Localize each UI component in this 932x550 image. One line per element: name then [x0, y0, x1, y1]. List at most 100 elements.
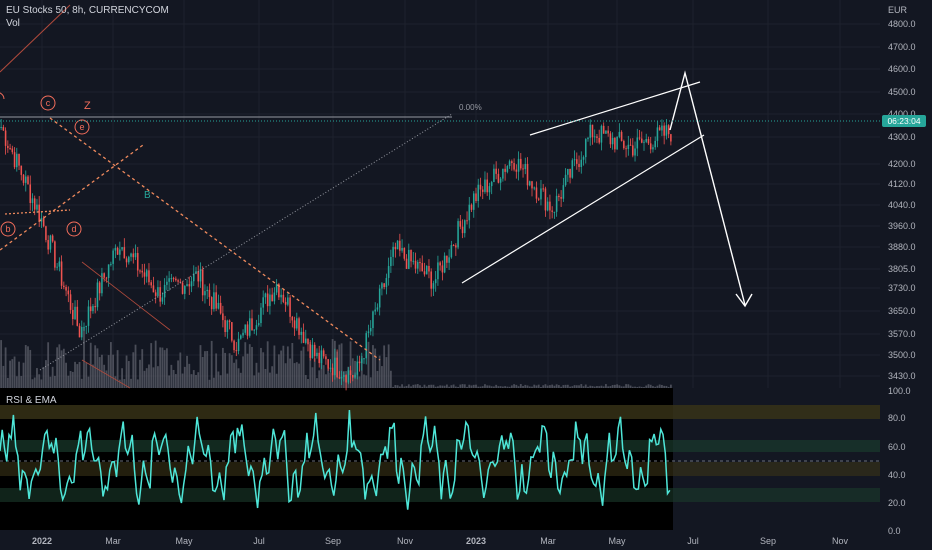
candle-body — [132, 253, 135, 258]
candle-body — [114, 247, 117, 251]
candle-body — [92, 306, 94, 312]
rsi-axis[interactable]: 100.0 80.0 60.0 40.0 20.0 0.0 — [888, 386, 911, 536]
candle-body — [322, 350, 325, 357]
volume-bar — [598, 386, 601, 388]
price-tick-label: 4700.0 — [888, 42, 916, 52]
volume-bar — [412, 384, 415, 388]
candle-body — [511, 161, 513, 164]
volume-bar — [49, 376, 52, 388]
price-tick-label: 4800.0 — [888, 19, 916, 29]
rsi-pane: RSI & EMA — [0, 388, 880, 530]
candle-body — [291, 316, 294, 321]
volume-bar — [652, 386, 654, 388]
volume-bar — [349, 341, 352, 388]
candle-body — [374, 309, 376, 312]
volume-bar — [423, 384, 426, 388]
candle-body — [369, 328, 372, 332]
volume-bar — [233, 362, 235, 388]
candle-body — [300, 331, 303, 335]
price-tick-label: 3960.0 — [888, 221, 916, 231]
volume-bar — [253, 375, 256, 388]
volume-bar — [289, 358, 291, 388]
candle-body — [450, 245, 453, 258]
price-tick-label: 3805.0 — [888, 264, 916, 274]
candle-body — [459, 221, 462, 227]
fib-label: 0.00% — [459, 103, 482, 112]
candle-body — [27, 176, 29, 185]
candle-body — [273, 292, 276, 302]
volume-bar — [647, 384, 650, 388]
volume-bar — [13, 356, 16, 388]
time-axis[interactable]: 2022 Mar May Jul Sep Nov 2023 Mar May Jul Sep Nov — [32, 536, 849, 546]
candle-body — [125, 258, 128, 263]
volume-bar — [410, 386, 412, 388]
candle-body — [385, 277, 388, 288]
candle-body — [192, 273, 195, 282]
volume-bar — [195, 375, 197, 388]
candle-body — [584, 139, 587, 158]
volume-bar — [528, 386, 531, 388]
candle-body — [107, 264, 110, 278]
volume-bar — [573, 385, 576, 388]
volume-indicator-label[interactable]: Vol — [6, 18, 20, 29]
volume-bar — [376, 370, 379, 388]
candle-body — [434, 279, 437, 284]
candle-body — [387, 266, 390, 278]
symbol-title[interactable]: EU Stocks 50, 8h, CURRENCYCOM — [6, 5, 169, 16]
candle-body — [307, 338, 309, 345]
candle-body — [94, 306, 96, 308]
candle-body — [349, 370, 352, 376]
volume-bar — [45, 360, 47, 388]
volume-bar — [616, 384, 619, 388]
candle-body — [408, 249, 410, 269]
volume-bar — [383, 345, 386, 388]
wave-label-B: B — [144, 190, 151, 201]
volume-bar — [389, 370, 392, 388]
volume-bar — [468, 384, 471, 388]
volume-bar — [141, 349, 144, 388]
volume-bar — [611, 385, 614, 388]
candle-body — [537, 198, 540, 200]
candle-body — [515, 169, 518, 172]
candle-body — [150, 282, 152, 286]
volume-bar — [430, 384, 433, 388]
volume-bar — [31, 379, 34, 388]
price-tick-label: 4040.0 — [888, 200, 916, 210]
volume-bar — [300, 350, 303, 388]
candle-body — [352, 375, 354, 378]
price-axis[interactable]: EUR 4800.0 4700.0 4600.0 4500.0 4400.0 4300.0… — [888, 5, 916, 381]
candle-body — [166, 281, 168, 285]
candle-body — [358, 361, 361, 364]
candle-body — [544, 188, 547, 211]
candle-body — [522, 168, 524, 170]
candle-body — [618, 131, 621, 137]
volume-bar — [15, 376, 18, 388]
wave-label-e: e — [74, 119, 90, 135]
volume-bar — [640, 386, 643, 388]
candle-body — [179, 281, 182, 283]
candle-body — [244, 324, 247, 333]
candle-body — [42, 218, 45, 227]
volume-bar — [470, 385, 473, 388]
candle-body — [280, 294, 282, 298]
candle-body — [208, 289, 211, 298]
candle-body — [154, 292, 157, 296]
candle-body — [143, 272, 146, 277]
volume-bar — [622, 386, 625, 388]
volume-bar — [302, 346, 305, 388]
candle-body — [416, 262, 419, 269]
candle-body — [390, 256, 392, 267]
wave-label-partial — [0, 92, 5, 100]
candle-body — [33, 198, 36, 210]
volume-bar — [562, 385, 565, 388]
candle-body — [479, 184, 482, 190]
volume-bar — [291, 343, 294, 388]
volume-bar — [114, 376, 117, 388]
candle-body — [119, 249, 121, 255]
volume-bar — [40, 379, 43, 388]
candle-body — [540, 188, 542, 200]
volume-bar — [177, 360, 179, 388]
volume-bar — [445, 384, 448, 388]
volume-bar — [385, 357, 388, 388]
